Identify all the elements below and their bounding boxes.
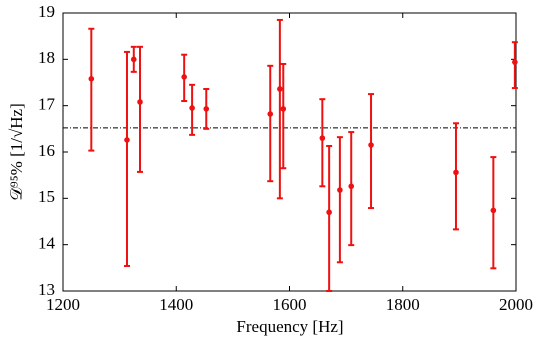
- x-tick-label: 2000: [499, 295, 533, 314]
- point: [319, 135, 326, 141]
- x-tick-label: 1400: [159, 295, 193, 314]
- point: [337, 187, 343, 193]
- point: [124, 137, 130, 143]
- point: [326, 209, 332, 216]
- point: [368, 142, 374, 148]
- y-tick-label: 14: [38, 234, 56, 253]
- y-tick-label: 16: [38, 141, 55, 160]
- point: [203, 106, 210, 112]
- y-tick-label: 19: [38, 2, 55, 21]
- point: [490, 207, 497, 214]
- x-tick-label: 1800: [386, 295, 420, 314]
- point: [453, 169, 459, 176]
- point: [130, 56, 137, 63]
- plot-frame: [62, 12, 517, 292]
- point: [280, 106, 287, 112]
- point: [277, 86, 283, 92]
- point: [348, 183, 355, 190]
- y-tick-label: 18: [38, 48, 55, 67]
- x-tick-label: 1200: [46, 295, 80, 314]
- y-tick-label: 17: [38, 95, 56, 114]
- y-tick-label: 13: [38, 280, 55, 299]
- point: [512, 59, 518, 65]
- y-tick-label: 15: [38, 187, 55, 206]
- point: [88, 75, 95, 82]
- point: [267, 111, 274, 117]
- x-axis-label: Frequency [Hz]: [236, 317, 343, 336]
- point: [181, 74, 187, 80]
- point: [189, 105, 195, 111]
- point: [137, 99, 143, 105]
- x-tick-label: 1600: [273, 295, 307, 314]
- y-axis-label: 𝒟⁹⁵% [1/√Hz]: [7, 103, 26, 201]
